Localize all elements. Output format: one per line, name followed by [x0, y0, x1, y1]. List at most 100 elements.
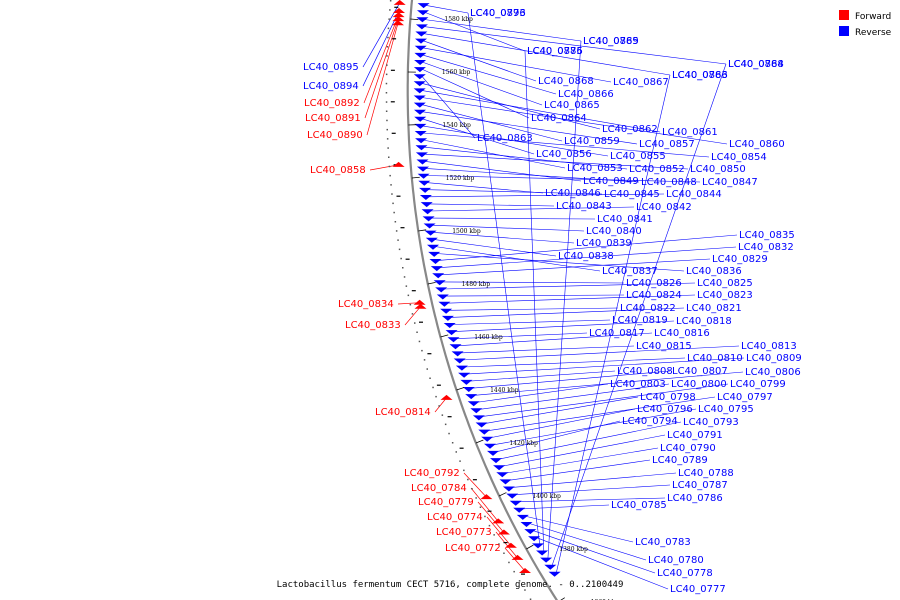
forward-gene-label[interactable]: LC40_0891: [305, 113, 361, 124]
forward-gene-label[interactable]: LC40_0890: [307, 130, 363, 141]
reverse-gene-label[interactable]: LC40_0829: [712, 254, 768, 265]
forward-gene-label[interactable]: LC40_0833: [345, 320, 401, 331]
reverse-gene-label[interactable]: LC40_0868: [538, 76, 594, 87]
forward-gene-label[interactable]: LC40_0894: [303, 81, 359, 92]
reverse-gene-label[interactable]: LC40_0825: [697, 278, 753, 289]
reverse-gene-label[interactable]: LC40_0862: [602, 124, 658, 135]
reverse-gene-label[interactable]: LC40_0789: [652, 455, 708, 466]
reverse-gene-label[interactable]: LC40_0785: [611, 500, 667, 511]
reverse-gene-label[interactable]: LC40_0838: [558, 251, 614, 262]
reverse-gene-label[interactable]: LC40_0859: [564, 136, 620, 147]
reverse-gene-label[interactable]: LC40_0860: [729, 139, 785, 150]
reverse-gene-label[interactable]: LC40_0795: [698, 404, 754, 415]
reverse-gene-label[interactable]: LC40_0836: [686, 266, 742, 277]
reverse-gene-label[interactable]: LC40_0796: [637, 404, 693, 415]
forward-gene-label[interactable]: LC40_0774: [427, 512, 483, 523]
reverse-gene-label[interactable]: LC40_0824: [626, 290, 682, 301]
forward-gene-label[interactable]: LC40_0784: [411, 483, 467, 494]
reverse-gene-label[interactable]: LC40_0797: [717, 392, 773, 403]
reverse-gene-label[interactable]: LC40_0783: [635, 537, 691, 548]
reverse-gene-label[interactable]: LC40_0866: [558, 89, 614, 100]
reverse-gene-label[interactable]: LC40_0847: [702, 177, 758, 188]
forward-gene-label[interactable]: LC40_0792: [404, 468, 460, 479]
reverse-gene-label[interactable]: LC40_0864: [531, 113, 587, 124]
reverse-gene-label[interactable]: LC40_0823: [697, 290, 753, 301]
forward-gene-label[interactable]: LC40_0814: [375, 407, 431, 418]
reverse-gene-label[interactable]: LC40_0832: [738, 242, 794, 253]
forward-gene-label[interactable]: LC40_0892: [304, 98, 360, 109]
reverse-gene-label[interactable]: LC40_0844: [666, 189, 722, 200]
reverse-gene-label[interactable]: LC40_0813: [741, 341, 797, 352]
reverse-gene-label[interactable]: LC40_0855: [610, 151, 666, 162]
reverse-gene-label[interactable]: LC40_0853: [567, 163, 623, 174]
reverse-gene-label[interactable]: LC40_0884: [728, 59, 784, 70]
reverse-gene-label[interactable]: LC40_0775: [527, 46, 583, 57]
leader-line: [459, 345, 635, 354]
reverse-gene-label[interactable]: LC40_0849: [583, 176, 639, 187]
reverse-gene-label[interactable]: LC40_0837: [602, 266, 658, 277]
reverse-gene-label[interactable]: LC40_0861: [662, 127, 718, 138]
reverse-gene-label[interactable]: LC40_0810: [687, 353, 743, 364]
reverse-gene-label[interactable]: LC40_0809: [746, 353, 802, 364]
reverse-gene-label[interactable]: LC40_0883: [672, 70, 728, 81]
reverse-gene-label[interactable]: LC40_0854: [711, 152, 767, 163]
reverse-gene-label[interactable]: LC40_0777: [670, 584, 726, 595]
reverse-gene-label[interactable]: LC40_0800: [671, 379, 727, 390]
reverse-gene-label[interactable]: LC40_0848: [641, 177, 697, 188]
reverse-gene-label[interactable]: LC40_0865: [544, 100, 600, 111]
reverse-gene-label[interactable]: LC40_0816: [654, 328, 710, 339]
forward-gene-label[interactable]: LC40_0858: [310, 165, 366, 176]
reverse-gene-label[interactable]: LC40_0835: [739, 230, 795, 241]
reverse-gene-label[interactable]: LC40_0842: [636, 202, 692, 213]
reverse-gene-label[interactable]: LC40_0791: [667, 430, 723, 441]
forward-gene-label[interactable]: LC40_0773: [436, 527, 492, 538]
forward-gene-label[interactable]: LC40_0779: [418, 497, 474, 508]
reverse-gene-label[interactable]: LC40_0817: [589, 328, 645, 339]
reverse-gene-label[interactable]: LC40_0826: [626, 278, 682, 289]
reverse-gene-label[interactable]: LC40_0857: [639, 139, 695, 150]
reverse-gene-label[interactable]: LC40_0818: [676, 316, 732, 327]
reverse-gene-label[interactable]: LC40_0799: [730, 379, 786, 390]
reverse-gene-label[interactable]: LC40_0798: [640, 392, 696, 403]
forward-gene-label[interactable]: LC40_0834: [338, 299, 394, 310]
reverse-gene-label[interactable]: LC40_0806: [745, 367, 801, 378]
reverse-gene-label[interactable]: LC40_0819: [612, 315, 668, 326]
reverse-gene-label[interactable]: LC40_0839: [576, 238, 632, 249]
track-mark: [487, 510, 492, 512]
reverse-gene-label[interactable]: LC40_0856: [536, 149, 592, 160]
reverse-gene-label[interactable]: LC40_0846: [545, 188, 601, 199]
reverse-gene-label[interactable]: LC40_0786: [667, 493, 723, 504]
reverse-gene-label[interactable]: LC40_0821: [686, 303, 742, 314]
reverse-gene-label[interactable]: LC40_0787: [672, 480, 728, 491]
reverse-gene-label[interactable]: LC40_0843: [556, 201, 612, 212]
reverse-gene-label[interactable]: LC40_0852: [629, 164, 685, 175]
reverse-gene-label[interactable]: LC40_0850: [690, 164, 746, 175]
reverse-gene-label[interactable]: LC40_0780: [648, 555, 704, 566]
reverse-gene-label[interactable]: LC40_0863: [477, 133, 533, 144]
reverse-gene-label[interactable]: LC40_0841: [597, 214, 653, 225]
forward-gene-label[interactable]: LC40_0895: [303, 62, 359, 73]
reverse-gene-label[interactable]: LC40_0807: [672, 366, 728, 377]
reverse-gene-label[interactable]: LC40_0776: [470, 8, 526, 19]
reverse-gene-label[interactable]: LC40_0768: [728, 59, 784, 70]
reverse-gene-label[interactable]: LC40_0788: [678, 468, 734, 479]
reverse-gene-label[interactable]: LC40_0769: [583, 36, 639, 47]
reverse-gene-label[interactable]: LC40_0893: [470, 8, 526, 19]
reverse-gene-label[interactable]: LC40_0886: [527, 46, 583, 57]
reverse-gene-label[interactable]: LC40_0822: [620, 303, 676, 314]
reverse-gene-label[interactable]: LC40_0885: [583, 36, 639, 47]
reverse-gene-label[interactable]: LC40_0766: [672, 70, 728, 81]
forward-gene-label[interactable]: LC40_0772: [445, 543, 501, 554]
reverse-gene-label[interactable]: LC40_0867: [613, 77, 669, 88]
leader-line: [428, 203, 555, 207]
reverse-gene-label[interactable]: LC40_0845: [604, 189, 660, 200]
forward-gene-mark: [392, 12, 405, 18]
reverse-gene-label[interactable]: LC40_0808: [617, 366, 673, 377]
reverse-gene-label[interactable]: LC40_0794: [622, 416, 678, 427]
reverse-gene-label[interactable]: LC40_0815: [636, 341, 692, 352]
reverse-gene-label[interactable]: LC40_0790: [660, 443, 716, 454]
reverse-gene-label[interactable]: LC40_0778: [657, 568, 713, 579]
reverse-gene-label[interactable]: LC40_0840: [586, 226, 642, 237]
reverse-gene-label[interactable]: LC40_0803: [610, 379, 666, 390]
reverse-gene-label[interactable]: LC40_0793: [683, 417, 739, 428]
